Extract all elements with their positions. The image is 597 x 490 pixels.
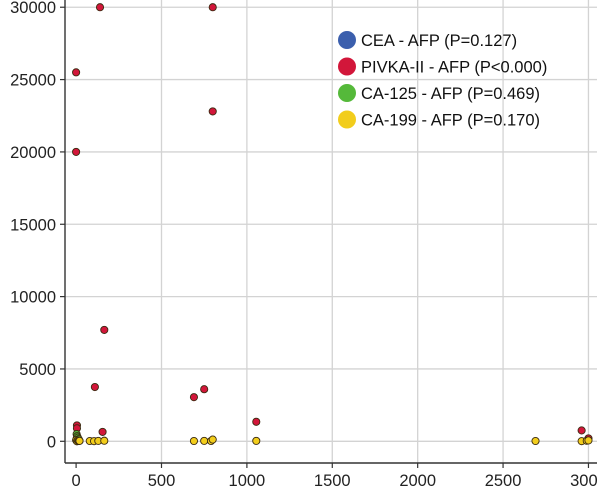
y-tick-label: 25000 bbox=[10, 72, 56, 90]
y-tick-label: 15000 bbox=[10, 216, 56, 234]
point-pivka-ii bbox=[72, 147, 81, 156]
x-tick-label: 2000 bbox=[399, 472, 436, 490]
legend-marker-pivka-ii bbox=[338, 57, 356, 76]
point-ca-199 bbox=[252, 436, 261, 445]
point-pivka-ii bbox=[95, 3, 105, 12]
point-ca-199 bbox=[208, 435, 217, 444]
point-ca-199 bbox=[100, 436, 109, 445]
grid-lines bbox=[65, 0, 597, 463]
legend-label-pivka-ii: PIVKA-II - AFP (P<0.000) bbox=[361, 59, 547, 77]
x-tick-label: 500 bbox=[148, 472, 176, 490]
point-pivka-ii bbox=[252, 417, 261, 426]
point-ca-199 bbox=[189, 436, 198, 446]
point-pivka-ii bbox=[189, 393, 198, 402]
legend-marker-ca-199 bbox=[338, 110, 356, 129]
point-ca-199 bbox=[531, 436, 540, 446]
point-pivka-ii bbox=[72, 68, 81, 77]
point-pivka-ii bbox=[90, 382, 99, 392]
x-tick-labels: 0 500 1000 1500 2000 2500 3000 bbox=[72, 463, 597, 490]
y-tick-label: 30000 bbox=[10, 0, 56, 17]
point-pivka-ii bbox=[98, 427, 107, 436]
point-ca-199 bbox=[584, 436, 593, 445]
point-ca-199 bbox=[200, 436, 209, 445]
point-pivka-ii bbox=[200, 385, 209, 394]
y-tick-label: 5000 bbox=[19, 361, 56, 379]
legend-marker-cea bbox=[338, 31, 356, 49]
point-pivka-ii bbox=[577, 426, 586, 435]
point-pivka-ii bbox=[208, 3, 217, 12]
point-ca-199 bbox=[75, 436, 84, 445]
legend: CEA - AFP (P=0.127) PIVKA-II - AFP (P<0.0… bbox=[338, 31, 547, 130]
legend-label-ca-199: CA-199 - AFP (P=0.170) bbox=[361, 112, 540, 130]
x-tick-label: 3000 bbox=[570, 472, 597, 490]
y-tick-label: 10000 bbox=[10, 289, 56, 307]
legend-marker-ca-125 bbox=[338, 84, 356, 102]
point-pivka-ii bbox=[208, 107, 217, 116]
x-tick-label: 2500 bbox=[485, 472, 522, 490]
point-pivka-ii bbox=[100, 325, 109, 334]
plot-area bbox=[65, 0, 597, 463]
x-tick-label: 1000 bbox=[229, 472, 266, 490]
x-tick-label: 0 bbox=[72, 472, 81, 490]
data-points bbox=[72, 3, 593, 446]
y-tick-labels: 0 5000 10000 15000 20000 25000 30000 bbox=[10, 0, 65, 451]
x-tick-label: 1500 bbox=[314, 472, 351, 490]
legend-label-ca-125: CA-125 - AFP (P=0.469) bbox=[361, 85, 540, 103]
y-tick-label: 20000 bbox=[10, 144, 56, 162]
legend-label-cea: CEA - AFP (P=0.127) bbox=[361, 32, 517, 50]
y-tick-label: 0 bbox=[47, 433, 56, 451]
